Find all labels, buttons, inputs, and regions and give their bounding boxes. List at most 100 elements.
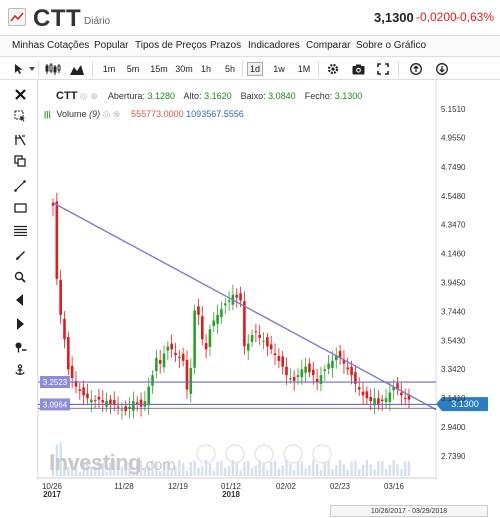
candle-body (135, 402, 139, 404)
interval-1M[interactable]: 1M (297, 64, 311, 74)
trendline-tool-icon[interactable] (12, 178, 28, 194)
select-area-icon[interactable] (12, 108, 28, 124)
volume-bar (212, 470, 215, 476)
volume-bar (304, 468, 307, 476)
menu-popular[interactable]: Popular (94, 40, 129, 51)
candle-body (388, 392, 392, 403)
volume-bar (361, 464, 365, 476)
volume-bar (354, 461, 357, 476)
current-price-label: 3.1300 (451, 399, 479, 409)
interval-15m[interactable]: 15m (150, 64, 168, 74)
candle-body (147, 386, 150, 406)
volume-bar (266, 470, 269, 476)
volume-bar (247, 460, 250, 476)
volume-settings-icon[interactable]: ◎ ⊗ (102, 109, 121, 119)
menu-price-types[interactable]: Tipos de Preços (135, 40, 207, 51)
volume-bar (82, 462, 85, 476)
interval-30m[interactable]: 30m (175, 64, 193, 74)
candle-body (239, 293, 242, 301)
settings-gear-icon[interactable] (326, 62, 340, 76)
arrow-right-icon[interactable] (12, 316, 28, 332)
close-label: Fecho: (304, 91, 333, 101)
interval-1h[interactable]: 1h (200, 64, 211, 74)
interval-1d[interactable]: 1d (247, 62, 263, 76)
x-tick-label: 02/02 (276, 482, 297, 491)
download-cloud-icon[interactable] (434, 62, 450, 76)
arrow-left-icon[interactable] (12, 292, 28, 308)
volume-bar (239, 470, 242, 476)
crosshair-magnet-icon[interactable] (12, 132, 28, 148)
menu-compare[interactable]: Comparar (306, 40, 351, 51)
upload-cloud-icon[interactable] (408, 62, 424, 76)
y-tick-label: 3.5430 (441, 336, 466, 345)
interval-label: Diário (84, 16, 111, 27)
candle-body (59, 280, 62, 315)
candlestick-type-icon[interactable] (44, 62, 62, 76)
playback-control-icon (225, 444, 245, 464)
volume-value: 555773.0000 (131, 109, 184, 119)
anchor-tool-icon[interactable] (12, 362, 28, 378)
candle-body (396, 383, 399, 390)
open-label: Abertura: (107, 91, 145, 101)
close-icon[interactable] (12, 86, 28, 102)
cursor-icon[interactable] (12, 62, 26, 76)
menu-about-chart[interactable]: Sobre o Gráfico (356, 40, 427, 51)
volume-bar (369, 464, 372, 476)
volume-bar (285, 460, 288, 476)
volume-bar (155, 463, 158, 476)
volume-bar (315, 463, 319, 476)
candle-body (155, 357, 158, 372)
candle-body (116, 406, 120, 408)
volume-bar (377, 461, 380, 476)
candle-body (197, 306, 200, 315)
fullscreen-icon[interactable] (376, 62, 390, 76)
interval-5h[interactable]: 5h (224, 64, 235, 74)
candle-body (143, 401, 147, 407)
interval-1w[interactable]: 1w (273, 64, 285, 74)
cursor-dropdown-icon[interactable] (28, 62, 36, 76)
camera-icon[interactable] (351, 62, 365, 76)
candle-body (327, 363, 330, 369)
candle-body (220, 309, 223, 318)
range-navigator[interactable]: 10/26/2017 - 03/29/2018 (330, 505, 488, 517)
menu-my-quotes[interactable]: Minhas Cotações (12, 40, 90, 51)
clone-icon[interactable] (12, 153, 28, 169)
x-tick-label: 02/23 (330, 482, 351, 491)
y-tick-label: 4.3470 (441, 221, 466, 230)
candle-body (377, 398, 380, 404)
legend-settings-icon[interactable]: ◎ ⊗ (79, 91, 98, 101)
interval-1m[interactable]: 1m (102, 64, 116, 74)
volume-bar (197, 467, 200, 476)
volume-bar (396, 464, 399, 476)
volume-ma-value: 1093567.5556 (186, 109, 244, 119)
volume-bar (181, 463, 185, 476)
area-type-icon[interactable] (69, 62, 85, 76)
chart-header: CTT Diário 3,1300 -0,0200 -0,63% (0, 0, 500, 34)
volume-bar (342, 464, 346, 476)
brush-tool-icon[interactable] (12, 247, 28, 263)
candle-body (124, 406, 128, 412)
volume-bar (407, 461, 411, 476)
zoom-icon[interactable] (12, 269, 28, 285)
volume-bar (90, 467, 93, 476)
menu-indicators[interactable]: Indicadores (248, 40, 300, 51)
menu-timeframes[interactable]: Prazos (210, 40, 242, 51)
volume-bar (185, 470, 189, 476)
interval-5m[interactable]: 5m (126, 64, 140, 74)
volume-bar (74, 462, 78, 476)
fibonacci-lines-icon[interactable] (12, 222, 28, 238)
volume-bar (289, 463, 292, 476)
volume-bar (373, 469, 376, 476)
candle-body (120, 409, 124, 411)
candle-body (67, 337, 70, 370)
candle-body (361, 391, 365, 396)
pin-tool-icon[interactable] (12, 339, 28, 355)
candle-body (181, 353, 185, 361)
ohlc-legend: CTT ◎ ⊗ Abertura: 3.1280 Alto: 3.1620 Ba… (56, 90, 362, 102)
candle-body (246, 343, 250, 351)
y-tick-label: 3.3420 (441, 365, 466, 374)
candle-body (308, 363, 311, 373)
rectangle-tool-icon[interactable] (12, 200, 28, 216)
candle-body (331, 360, 334, 368)
